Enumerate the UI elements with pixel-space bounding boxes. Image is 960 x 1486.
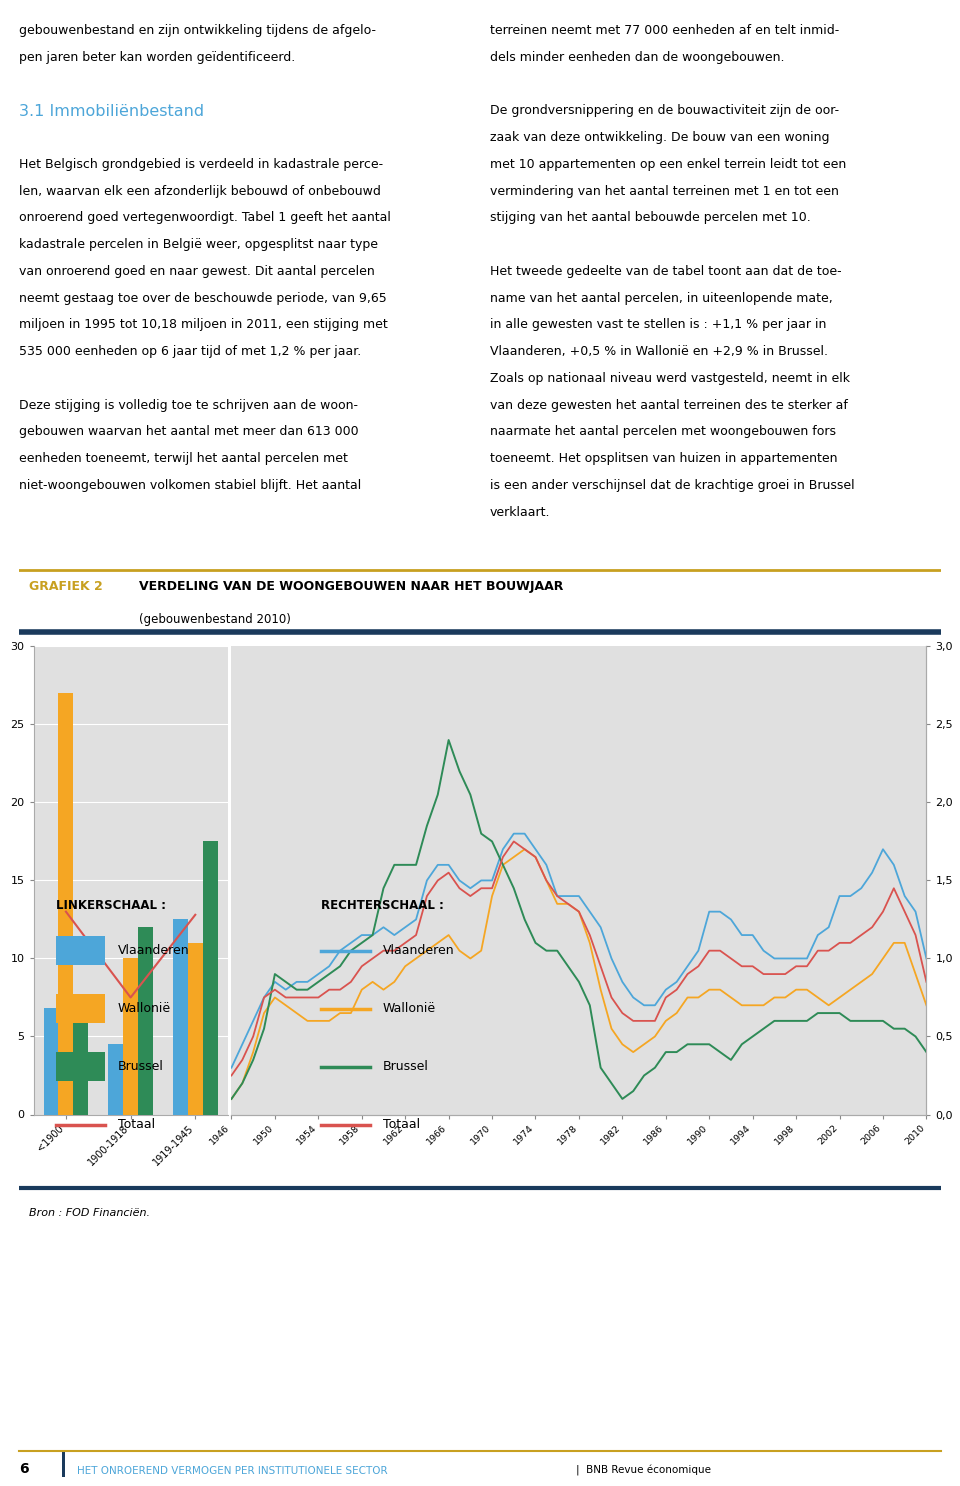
Text: Vlaanderen: Vlaanderen: [118, 944, 189, 957]
Text: Het tweede gedeelte van de tabel toont aan dat de toe-: Het tweede gedeelte van de tabel toont a…: [490, 265, 841, 278]
Text: 3.1 Immobiliënbestand: 3.1 Immobiliënbestand: [19, 104, 204, 119]
Text: HET ONROEREND VERMOGEN PER INSTITUTIONELE SECTOR: HET ONROEREND VERMOGEN PER INSTITUTIONEL…: [77, 1465, 388, 1476]
Text: Bron : FOD Financiën.: Bron : FOD Financiën.: [29, 1208, 150, 1219]
Text: terreinen neemt met 77 000 eenheden af en telt inmid-: terreinen neemt met 77 000 eenheden af e…: [490, 24, 839, 37]
Text: (gebouwenbestand 2010): (gebouwenbestand 2010): [139, 614, 291, 626]
Text: onroerend goed vertegenwoordigt. Tabel 1 geeft het aantal: onroerend goed vertegenwoordigt. Tabel 1…: [19, 211, 391, 224]
Bar: [59, 692, 73, 1114]
Text: Brussel: Brussel: [118, 1060, 164, 1073]
Text: Totaal: Totaal: [383, 1117, 420, 1131]
Text: Totaal: Totaal: [118, 1117, 155, 1131]
Text: van deze gewesten het aantal terreinen des te sterker af: van deze gewesten het aantal terreinen d…: [490, 398, 848, 412]
Bar: [56, 936, 105, 966]
Text: Vlaanderen, +0,5 % in Wallonië en +2,9 % in Brussel.: Vlaanderen, +0,5 % in Wallonië en +2,9 %…: [490, 345, 828, 358]
Text: Vlaanderen: Vlaanderen: [383, 944, 454, 957]
Bar: [138, 927, 153, 1114]
Text: LINKERSCHAAL :: LINKERSCHAAL :: [56, 899, 166, 911]
Bar: [62, 1452, 65, 1477]
Text: verklaart.: verklaart.: [490, 505, 550, 519]
Bar: [108, 1045, 123, 1114]
Text: met 10 appartementen op een enkel terrein leidt tot een: met 10 appartementen op een enkel terrei…: [490, 158, 846, 171]
Bar: [73, 1005, 88, 1114]
Text: kadastrale percelen in België weer, opgesplitst naar type: kadastrale percelen in België weer, opge…: [19, 238, 378, 251]
Text: dels minder eenheden dan de woongebouwen.: dels minder eenheden dan de woongebouwen…: [490, 51, 784, 64]
Text: eenheden toeneemt, terwijl het aantal percelen met: eenheden toeneemt, terwijl het aantal pe…: [19, 452, 348, 465]
Text: RECHTERSCHAAL :: RECHTERSCHAAL :: [321, 899, 444, 911]
Text: Wallonië: Wallonië: [383, 1002, 436, 1015]
Text: VERDELING VAN DE WOONGEBOUWEN NAAR HET BOUWJAAR: VERDELING VAN DE WOONGEBOUWEN NAAR HET B…: [139, 581, 564, 593]
Text: Het Belgisch grondgebied is verdeeld in kadastrale perce-: Het Belgisch grondgebied is verdeeld in …: [19, 158, 383, 171]
Text: 535 000 eenheden op 6 jaar tijd of met 1,2 % per jaar.: 535 000 eenheden op 6 jaar tijd of met 1…: [19, 345, 362, 358]
Text: gebouwen waarvan het aantal met meer dan 613 000: gebouwen waarvan het aantal met meer dan…: [19, 425, 359, 438]
Text: toeneemt. Het opsplitsen van huizen in appartementen: toeneemt. Het opsplitsen van huizen in a…: [490, 452, 837, 465]
Text: GRAFIEK 2: GRAFIEK 2: [29, 581, 103, 593]
Text: pen jaren beter kan worden geïdentificeerd.: pen jaren beter kan worden geïdentificee…: [19, 51, 296, 64]
Text: Deze stijging is volledig toe te schrijven aan de woon-: Deze stijging is volledig toe te schrijv…: [19, 398, 358, 412]
Text: vermindering van het aantal terreinen met 1 en tot een: vermindering van het aantal terreinen me…: [490, 184, 838, 198]
Text: naarmate het aantal percelen met woongebouwen fors: naarmate het aantal percelen met woongeb…: [490, 425, 835, 438]
Text: stijging van het aantal bebouwde percelen met 10.: stijging van het aantal bebouwde percele…: [490, 211, 810, 224]
Text: van onroerend goed en naar gewest. Dit aantal percelen: van onroerend goed en naar gewest. Dit a…: [19, 265, 375, 278]
Bar: [43, 1009, 59, 1114]
Text: niet-woongebouwen volkomen stabiel blijft. Het aantal: niet-woongebouwen volkomen stabiel blijf…: [19, 478, 362, 492]
Text: Wallonië: Wallonië: [118, 1002, 171, 1015]
Text: Brussel: Brussel: [383, 1060, 429, 1073]
Text: zaak van deze ontwikkeling. De bouw van een woning: zaak van deze ontwikkeling. De bouw van …: [490, 131, 829, 144]
Text: len, waarvan elk een afzonderlijk bebouwd of onbebouwd: len, waarvan elk een afzonderlijk bebouw…: [19, 184, 381, 198]
Bar: [56, 994, 105, 1024]
Text: neemt gestaag toe over de beschouwde periode, van 9,65: neemt gestaag toe over de beschouwde per…: [19, 291, 387, 305]
Text: miljoen in 1995 tot 10,18 miljoen in 2011, een stijging met: miljoen in 1995 tot 10,18 miljoen in 201…: [19, 318, 388, 331]
Text: |  BNB Revue économique: | BNB Revue économique: [576, 1465, 711, 1476]
Bar: [123, 958, 138, 1114]
Bar: [173, 920, 188, 1114]
Text: is een ander verschijnsel dat de krachtige groei in Brussel: is een ander verschijnsel dat de krachti…: [490, 478, 854, 492]
Text: Zoals op nationaal niveau werd vastgesteld, neemt in elk: Zoals op nationaal niveau werd vastgeste…: [490, 372, 850, 385]
Text: De grondversnippering en de bouwactiviteit zijn de oor-: De grondversnippering en de bouwactivite…: [490, 104, 839, 117]
Text: gebouwenbestand en zijn ontwikkeling tijdens de afgelo-: gebouwenbestand en zijn ontwikkeling tij…: [19, 24, 376, 37]
Bar: [56, 1052, 105, 1082]
Text: name van het aantal percelen, in uiteenlopende mate,: name van het aantal percelen, in uiteenl…: [490, 291, 832, 305]
Text: 6: 6: [19, 1462, 29, 1476]
Bar: [203, 841, 218, 1114]
Text: in alle gewesten vast te stellen is : +1,1 % per jaar in: in alle gewesten vast te stellen is : +1…: [490, 318, 826, 331]
Bar: [188, 944, 203, 1114]
